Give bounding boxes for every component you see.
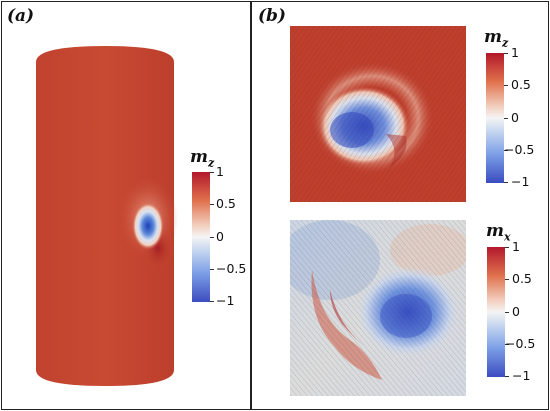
colorbar-a-tick-label: 0	[216, 229, 224, 244]
colorbar-a-tickmark-3	[210, 237, 214, 238]
colorbar-b-bottom-title-base: m	[486, 221, 504, 241]
colorbar-a-tickmark-5	[210, 301, 214, 302]
colorbar-b-top-tick-label: 0.5	[511, 77, 531, 92]
colorbar-a-tick-label: −0.5	[216, 261, 247, 276]
colorbar-b-top-tickmark-3	[504, 118, 508, 119]
panel-a-frame	[1, 1, 252, 410]
mx-map-render	[290, 220, 466, 396]
colorbar-b-top-tick-label: −1	[511, 174, 530, 189]
colorbar-a-bar	[192, 172, 210, 302]
mz-map-render	[290, 26, 466, 202]
cylinder-render	[36, 46, 178, 386]
colorbar-a-tickmark-2	[210, 204, 214, 205]
colorbar-b-bottom-tickmark-5	[505, 376, 509, 377]
colorbar-b-bottom-tick-label: 0	[512, 304, 520, 319]
colorbar-b-top-title-sub: z	[502, 36, 509, 50]
colorbar-b-bottom-tickmark-2	[505, 279, 509, 280]
colorbar-b-top-tick-label: 1	[511, 45, 519, 60]
colorbar-b-bottom-title: mx	[486, 221, 511, 243]
colorbar-b-top-bar	[486, 53, 504, 183]
colorbar-b-bottom-tick-label: −1	[512, 368, 531, 383]
panel-b-label: (b)	[258, 6, 286, 26]
colorbar-a-tickmark-1	[210, 172, 214, 173]
colorbar-b-bottom-tickmark-4	[505, 344, 509, 345]
colorbar-b-bottom-title-sub: x	[504, 230, 511, 244]
colorbar-b-bottom-tick-label: −0.5	[505, 336, 536, 351]
colorbar-b-top-tickmark-1	[504, 53, 508, 54]
colorbar-b-top-title: mz	[484, 27, 508, 49]
colorbar-b-top-tickmark-5	[504, 182, 508, 183]
colorbar-a-tick-label: −1	[216, 293, 235, 308]
colorbar-a-tick-label: 0.5	[216, 196, 236, 211]
colorbar-a-title: mz	[190, 147, 214, 169]
colorbar-a-title-base: m	[190, 147, 208, 167]
colorbar-b-top-tick-label: 0	[511, 110, 519, 125]
colorbar-a-tick-label: 1	[216, 164, 224, 179]
colorbar-b-bottom-tickmark-3	[505, 312, 509, 313]
colorbar-b-top-tickmark-2	[504, 85, 508, 86]
colorbar-b-bottom-tick-label: 1	[512, 239, 520, 254]
colorbar-b-top-tickmark-4	[504, 150, 508, 151]
panel-a-label: (a)	[7, 6, 35, 26]
colorbar-a-tickmark-4	[210, 269, 214, 270]
colorbar-b-top-title-base: m	[484, 27, 502, 47]
panel-b-frame	[250, 1, 549, 410]
colorbar-b-bottom-bar	[487, 247, 505, 377]
colorbar-b-bottom-tick-label: 0.5	[512, 271, 532, 286]
colorbar-b-bottom-tickmark-1	[505, 247, 509, 248]
colorbar-a-title-sub: z	[208, 156, 215, 170]
colorbar-b-top-tick-label: −0.5	[504, 142, 535, 157]
